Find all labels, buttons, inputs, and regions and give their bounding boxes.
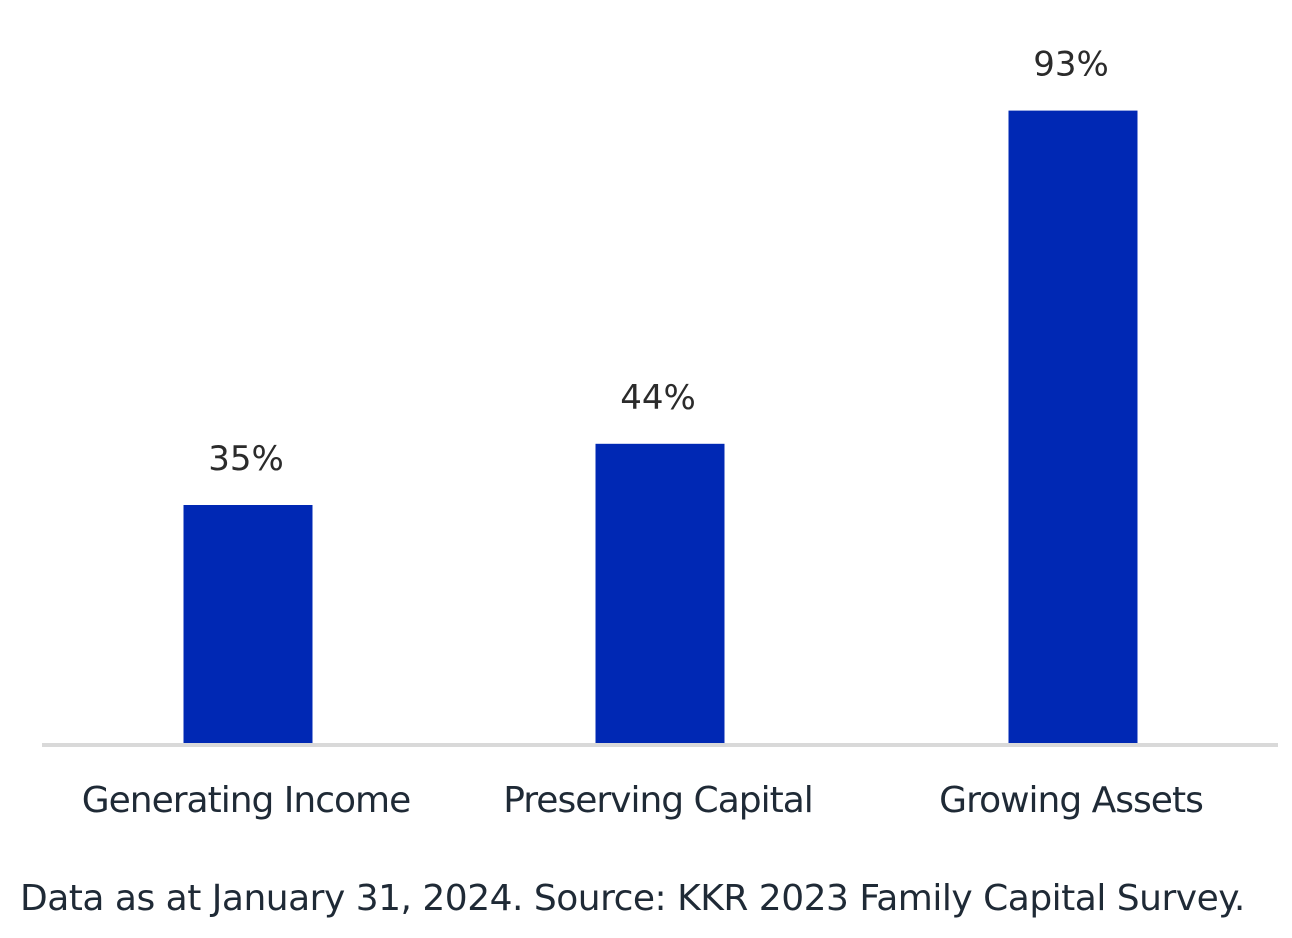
value-label: 93%: [1033, 45, 1109, 85]
bars-group: [183, 110, 1138, 744]
value-label: 44%: [620, 378, 696, 418]
category-label: Growing Assets: [939, 780, 1203, 821]
bar-growing-assets: [1008, 110, 1138, 744]
value-label: 35%: [208, 439, 284, 479]
category-label: Generating Income: [82, 780, 411, 821]
bar-generating-income: [183, 505, 313, 743]
category-labels-group: Generating Income Preserving Capital Growi…: [82, 780, 1204, 821]
source-footnote: Data as at January 31, 2024. Source: KKR…: [20, 878, 1245, 919]
value-labels-group: 35% 44% 93%: [208, 45, 1109, 479]
bar-preserving-capital: [595, 443, 725, 743]
category-label: Preserving Capital: [503, 780, 813, 821]
bar-chart: 35% 44% 93% Generating Income Preserving Ca…: [42, 45, 1278, 821]
